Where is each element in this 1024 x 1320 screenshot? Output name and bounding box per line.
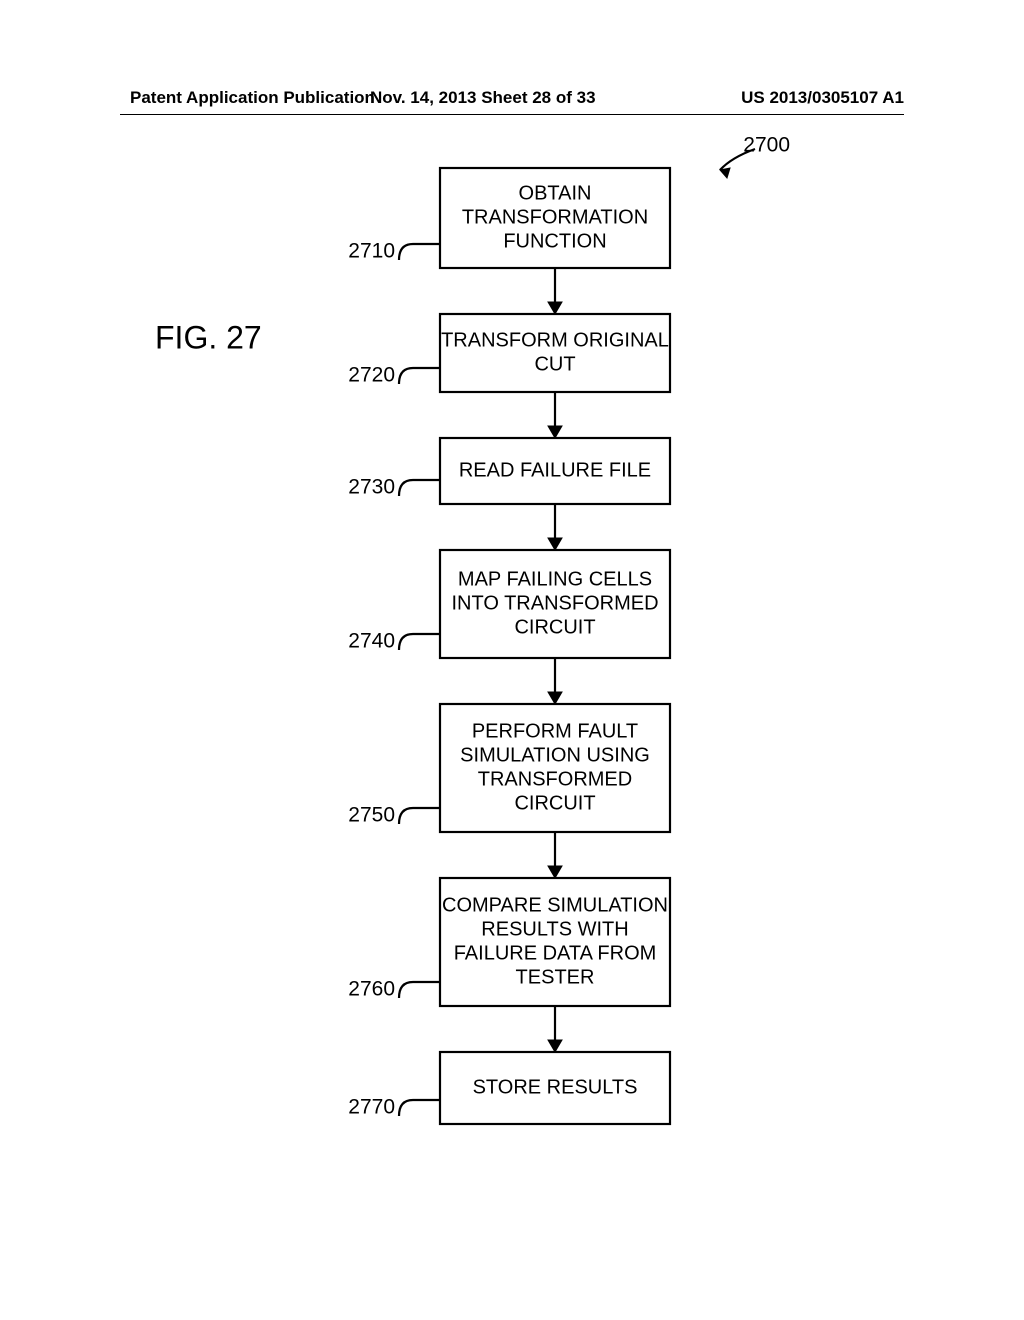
header-left: Patent Application Publication <box>130 88 375 108</box>
ref-leader-2750 <box>399 808 440 824</box>
flow-node-text-2740-0: MAP FAILING CELLS <box>458 568 652 590</box>
flow-node-text-2730-0: READ FAILURE FILE <box>459 459 651 481</box>
edge-arrow-n3-n4 <box>548 538 562 550</box>
flowchart-container: FIG. 27 2700 OBTAINTRANSFORMATIONFUNCTION 2… <box>0 130 1024 1300</box>
ref-2710: 2710 <box>348 240 395 263</box>
flow-node-text-2740-1: INTO TRANSFORMED <box>451 592 658 614</box>
header-right: US 2013/0305107 A1 <box>741 88 904 108</box>
flow-node-text-2750-2: TRANSFORMED <box>478 768 632 790</box>
ref-2770: 2770 <box>348 1096 395 1119</box>
overall-ref: 2700 <box>743 134 790 157</box>
flow-node-text-2740-2: CIRCUIT <box>514 616 595 638</box>
flow-node-text-2760-3: TESTER <box>516 966 595 988</box>
flow-node-text-2760-0: COMPARE SIMULATION <box>442 894 668 916</box>
flow-node-text-2760-1: RESULTS WITH <box>481 918 628 940</box>
flow-node-text-2710-2: FUNCTION <box>503 230 606 252</box>
flow-node-text-2750-1: SIMULATION USING <box>460 744 650 766</box>
edge-arrow-n2-n3 <box>548 426 562 438</box>
edge-arrow-n6-n7 <box>548 1040 562 1052</box>
ref-leader-2710 <box>399 244 440 260</box>
ref-leader-2760 <box>399 982 440 998</box>
flow-node-text-2710-1: TRANSFORMATION <box>462 206 648 228</box>
flow-node-text-2760-2: FAILURE DATA FROM <box>454 942 657 964</box>
ref-leader-2720 <box>399 368 440 384</box>
flow-node-text-2720-1: CUT <box>534 353 575 375</box>
overall-ref-leader <box>720 149 755 170</box>
ref-2740: 2740 <box>348 630 395 653</box>
flowchart-svg: FIG. 27 2700 OBTAINTRANSFORMATIONFUNCTION 2… <box>0 130 1024 1300</box>
flow-node-text-2720-0: TRANSFORM ORIGINAL <box>441 329 669 351</box>
overall-ref-arrowhead <box>720 168 730 178</box>
flow-node-text-2750-0: PERFORM FAULT <box>472 720 638 742</box>
ref-2750: 2750 <box>348 804 395 827</box>
ref-2760: 2760 <box>348 978 395 1001</box>
page-header: Patent Application Publication Nov. 14, … <box>0 88 1024 108</box>
edge-arrow-n4-n5 <box>548 692 562 704</box>
ref-2730: 2730 <box>348 476 395 499</box>
ref-leader-2770 <box>399 1100 440 1116</box>
figure-label: FIG. 27 <box>155 319 262 355</box>
ref-leader-2740 <box>399 634 440 650</box>
flow-node-text-2710-0: OBTAIN <box>519 182 592 204</box>
edge-arrow-n1-n2 <box>548 302 562 314</box>
header-rule <box>120 114 904 115</box>
edge-arrow-n5-n6 <box>548 866 562 878</box>
flow-node-text-2750-3: CIRCUIT <box>514 792 595 814</box>
flow-node-text-2770-0: STORE RESULTS <box>473 1076 638 1098</box>
ref-2720: 2720 <box>348 364 395 387</box>
header-center: Nov. 14, 2013 Sheet 28 of 33 <box>370 88 596 108</box>
ref-leader-2730 <box>399 480 440 496</box>
